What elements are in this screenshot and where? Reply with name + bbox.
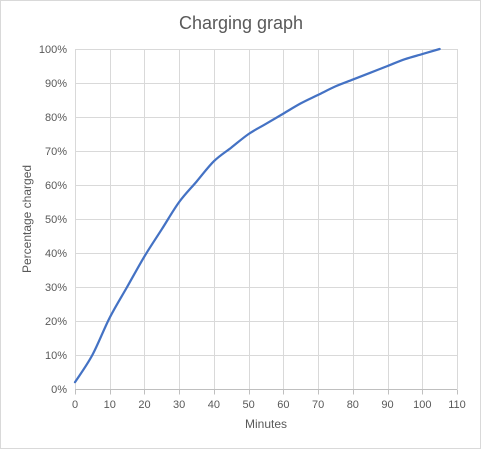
y-tick-label-7: 70% bbox=[45, 146, 67, 158]
x-tick-label-10: 100 bbox=[413, 399, 431, 411]
y-tick-label-2: 20% bbox=[45, 316, 67, 328]
series-line-0 bbox=[73, 47, 441, 384]
x-tick-label-3: 30 bbox=[173, 399, 185, 411]
series-layer bbox=[73, 47, 441, 384]
gridlines bbox=[75, 49, 458, 390]
x-tick-label-0: 0 bbox=[72, 399, 78, 411]
x-tick-label-5: 50 bbox=[243, 399, 255, 411]
tick-labels: 0% 10% 20% 30% 40% 50% 60% 70% 80% 90% 100% 0 10 20 30… bbox=[39, 44, 466, 411]
x-tick-label-4: 40 bbox=[208, 399, 220, 411]
chart-title: Charging graph bbox=[179, 13, 303, 33]
x-tick-label-6: 60 bbox=[277, 399, 289, 411]
y-axis-title: Percentage charged bbox=[20, 165, 34, 273]
x-tick-label-11: 110 bbox=[448, 399, 466, 411]
y-tick-label-5: 50% bbox=[45, 214, 67, 226]
x-tick-label-7: 70 bbox=[312, 399, 324, 411]
y-tick-label-6: 60% bbox=[45, 180, 67, 192]
x-tick-label-8: 80 bbox=[347, 399, 359, 411]
x-tick-label-1: 10 bbox=[104, 399, 116, 411]
y-tick-label-4: 40% bbox=[45, 248, 67, 260]
axes bbox=[75, 389, 458, 395]
y-tick-label-10: 100% bbox=[39, 44, 67, 56]
x-tick-label-9: 90 bbox=[381, 399, 393, 411]
y-tick-label-8: 80% bbox=[45, 112, 67, 124]
x-axis-title: Minutes bbox=[245, 417, 287, 431]
x-tick-label-2: 20 bbox=[138, 399, 150, 411]
y-tick-label-9: 90% bbox=[45, 78, 67, 90]
y-tick-label-3: 30% bbox=[45, 282, 67, 294]
y-tick-label-0: 0% bbox=[51, 384, 67, 396]
y-tick-label-1: 10% bbox=[45, 350, 67, 362]
